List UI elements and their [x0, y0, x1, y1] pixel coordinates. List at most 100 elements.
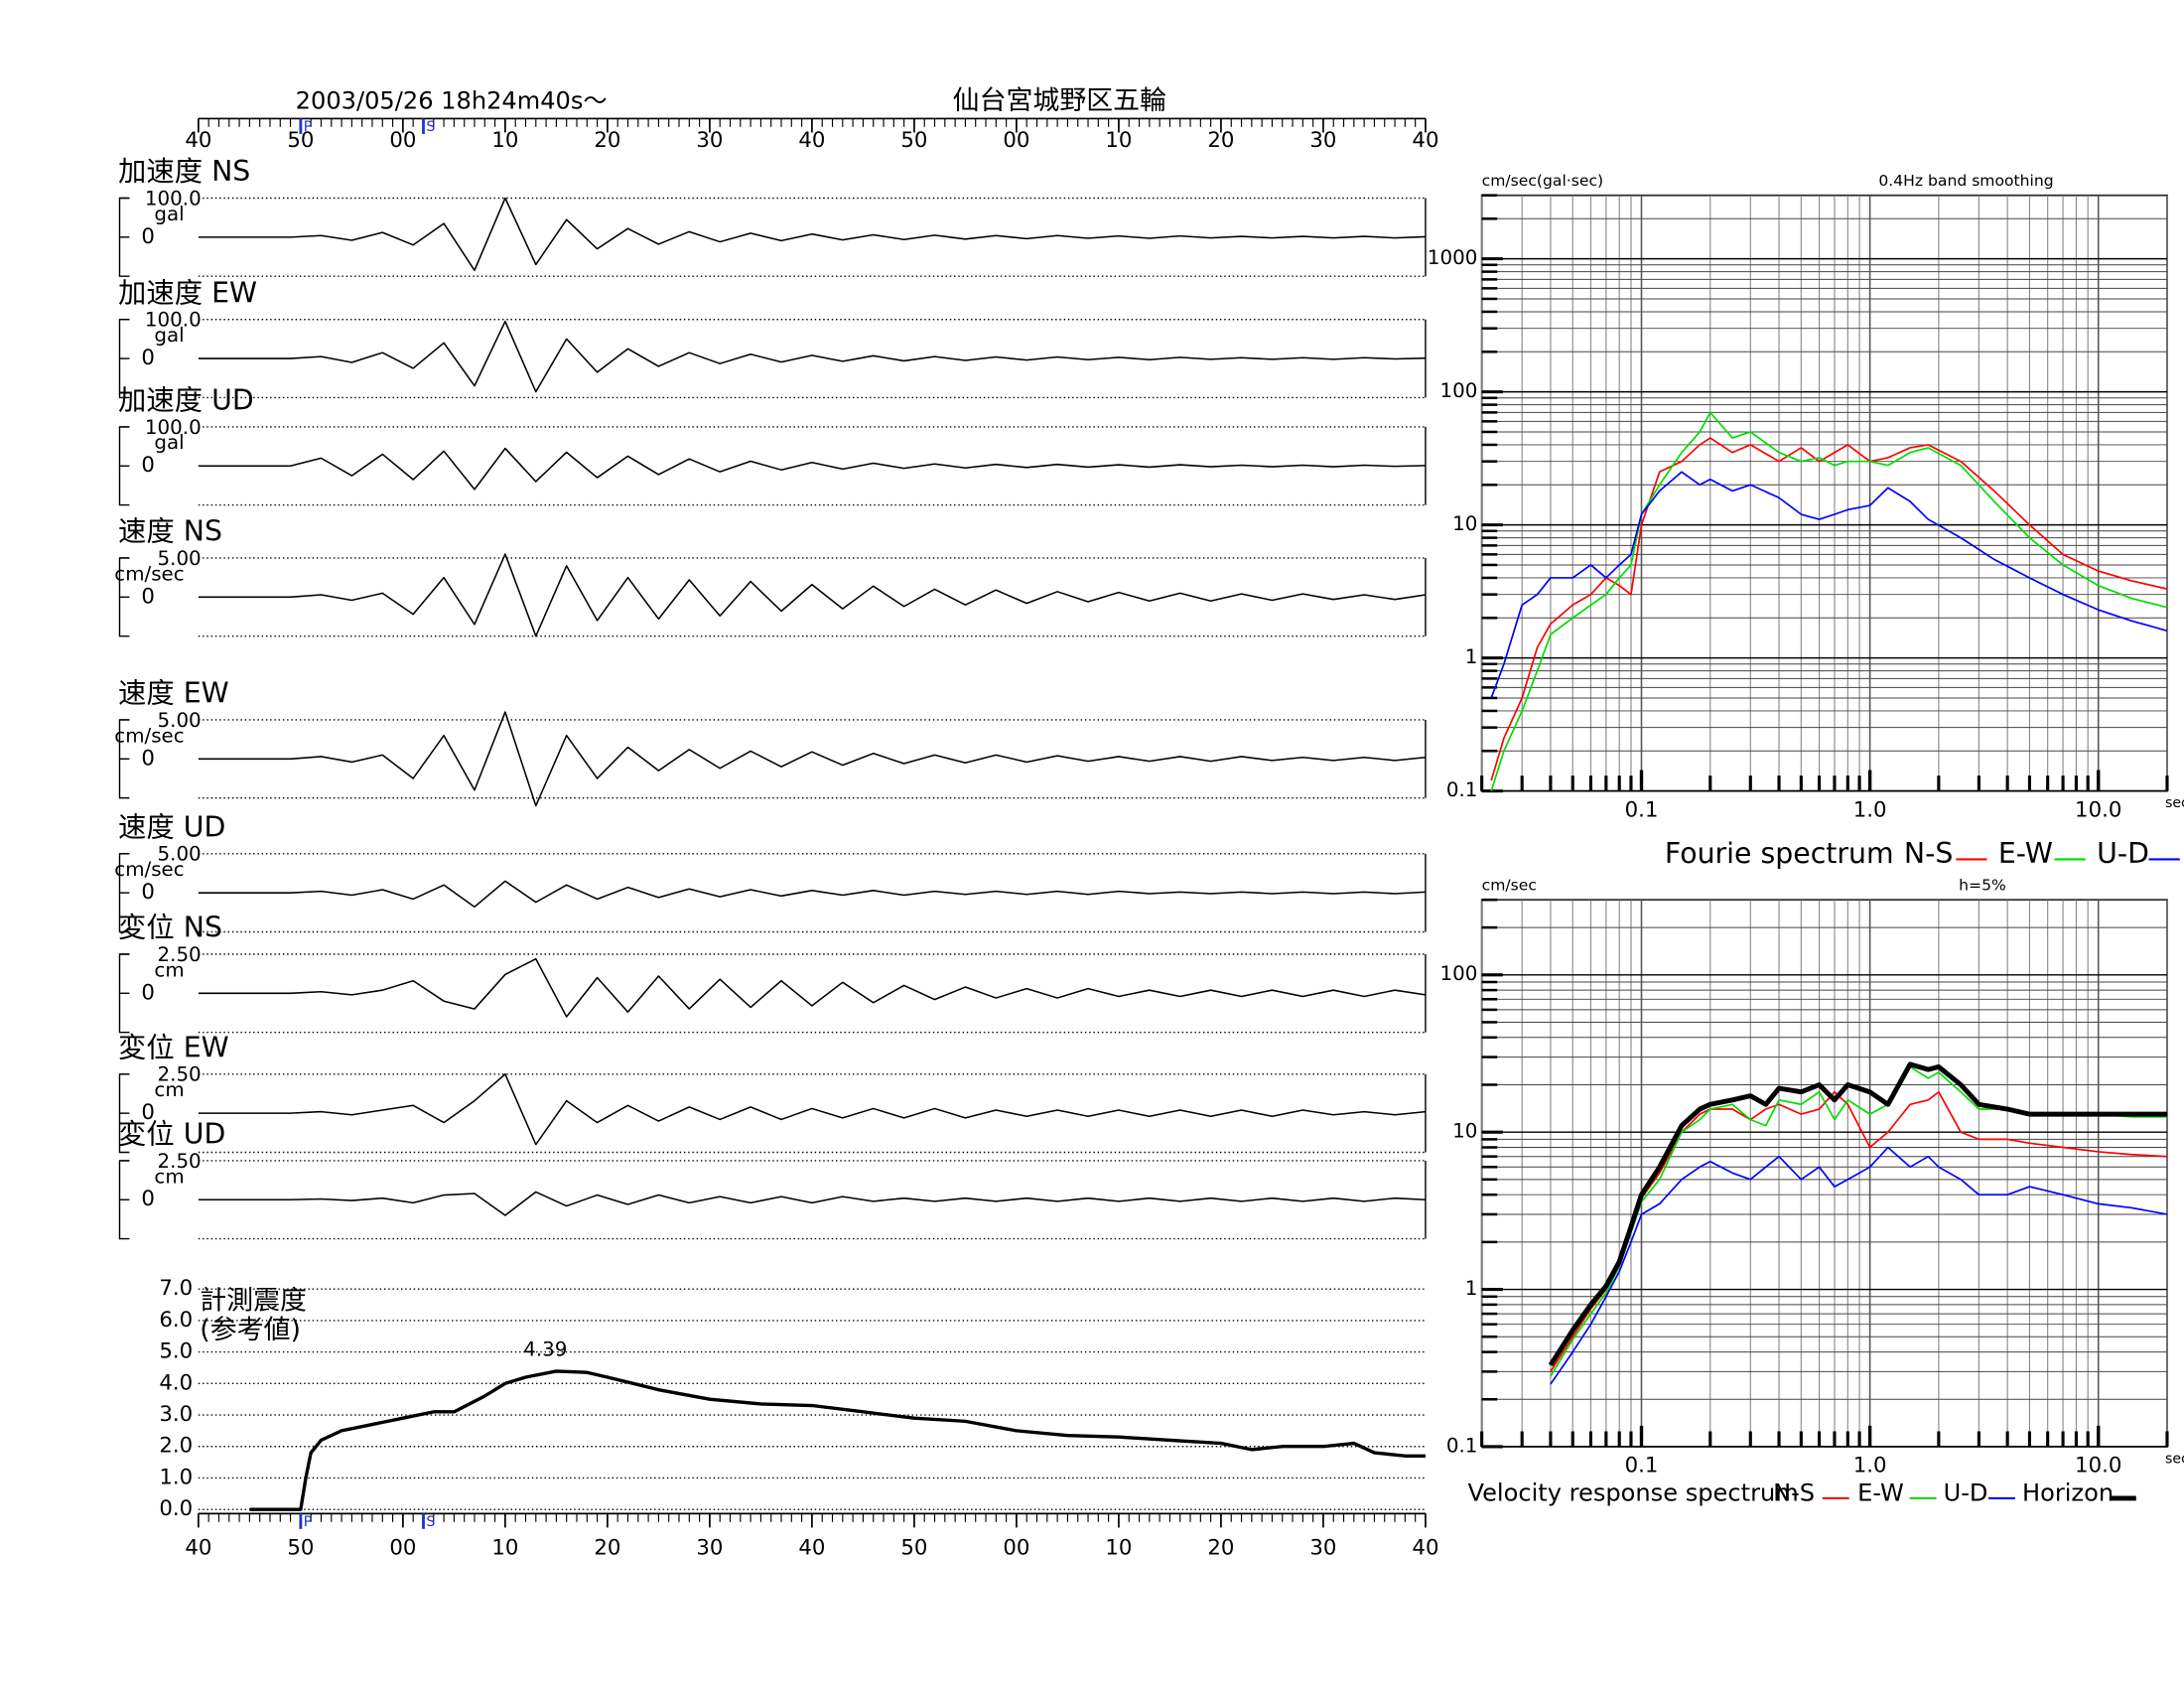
legend-label: U-D — [2097, 837, 2149, 870]
y-tick-label: 0 — [141, 345, 155, 369]
x-tick-label: 10.0 — [2075, 1453, 2121, 1477]
y-axis-label: cm/sec(gal·sec) — [1482, 172, 1603, 190]
x-tick-label: 10 — [1105, 127, 1132, 152]
phase-label: S — [426, 1514, 435, 1530]
x-tick-label: 00 — [1003, 127, 1029, 152]
unit-label: cm/sec — [114, 724, 184, 747]
trace — [198, 197, 1426, 272]
x-tick-label: 30 — [696, 127, 723, 152]
unit-label: cm — [154, 1165, 184, 1188]
x-tick-label: 50 — [287, 1535, 314, 1560]
unit-label: gal — [154, 203, 184, 225]
x-tick-label: 10.0 — [2075, 796, 2121, 821]
x-tick-label: 40 — [798, 127, 825, 152]
x-tick-label: 30 — [1309, 1535, 1336, 1560]
legend-title: Fourie spectrum — [1665, 837, 1894, 870]
y-tick-label: 1000 — [1428, 246, 1477, 269]
y-tick-label: 0 — [141, 583, 155, 608]
x-tick-label: 00 — [1003, 1535, 1029, 1560]
phase-label: P — [304, 119, 313, 135]
legend-title: Velocity response spectrum — [1467, 1479, 1798, 1507]
y-tick-label: 1.0 — [159, 1465, 193, 1489]
trace — [198, 880, 1426, 909]
x-tick-label: 10 — [491, 127, 518, 152]
x-axis-label: sec — [2165, 795, 2184, 811]
x-tick-label: 40 — [185, 127, 211, 152]
x-tick-label: 1.0 — [1853, 796, 1887, 821]
y-tick-label: 2.50 — [158, 943, 202, 966]
legend-label: U-D — [1944, 1479, 1988, 1507]
y-tick-label: 2.50 — [158, 1150, 202, 1173]
spectrum-line — [1550, 1146, 2168, 1385]
trace-name: 加速度 EW — [118, 277, 257, 310]
y-tick-label: 100 — [1440, 379, 1478, 402]
trace-name: 加速度 NS — [118, 155, 250, 188]
x-tick-label: 40 — [185, 1535, 211, 1560]
y-tick-label: 10 — [1452, 1120, 1477, 1143]
y-tick-label: 0 — [141, 879, 155, 904]
trace — [198, 957, 1427, 1018]
trace — [198, 1073, 1427, 1146]
y-tick-label: 5.00 — [158, 547, 202, 570]
y-tick-label: 0.1 — [1446, 778, 1478, 801]
chart-title: 計測震度 — [200, 1285, 307, 1316]
y-tick-label: 100.0 — [145, 309, 202, 332]
y-tick-label: 100.0 — [145, 416, 202, 439]
station: 仙台宮城野区五輪 — [953, 85, 1167, 116]
unit-label: cm/sec — [114, 562, 184, 585]
x-tick-label: 0.1 — [1625, 796, 1659, 821]
y-tick-label: 5.00 — [158, 709, 202, 732]
spectrum-line — [1548, 1061, 2167, 1367]
y-tick-label: 1 — [1465, 645, 1478, 668]
y-tick-label: 2.0 — [159, 1433, 193, 1458]
phase-label: P — [304, 1514, 313, 1530]
x-tick-label: 40 — [798, 1535, 825, 1560]
legend-label: E-W — [1857, 1479, 1904, 1507]
y-axis-label: cm/sec — [1482, 877, 1537, 895]
y-tick-label: 7.0 — [159, 1275, 193, 1300]
x-tick-label: 50 — [900, 127, 927, 152]
x-tick-label: 00 — [389, 127, 416, 152]
datetime: 2003/05/26 18h24m40s〜 — [296, 87, 608, 115]
spectrum-line — [1490, 471, 2168, 699]
x-tick-label: 20 — [594, 1535, 620, 1560]
y-tick-label: 3.0 — [159, 1401, 193, 1426]
plot-frame — [1480, 194, 2168, 792]
y-tick-label: 100.0 — [145, 187, 202, 210]
x-tick-label: 40 — [1412, 1535, 1438, 1560]
x-tick-label: 20 — [594, 127, 620, 152]
x-tick-label: 20 — [1207, 127, 1234, 152]
chart-note: 0.4Hz band smoothing — [1878, 172, 2053, 190]
x-tick-label: 30 — [696, 1535, 723, 1560]
y-tick-label: 0 — [141, 1099, 155, 1124]
peak-label: 4.39 — [523, 1337, 567, 1360]
trace — [198, 320, 1426, 393]
trace-name: 速度 NS — [118, 515, 222, 548]
trace-name: 変位 EW — [118, 1032, 229, 1064]
trace — [198, 711, 1427, 807]
trace — [198, 1191, 1426, 1216]
y-tick-label: 100 — [1440, 962, 1478, 985]
x-tick-label: 20 — [1207, 1535, 1234, 1560]
y-tick-label: 0 — [141, 979, 155, 1004]
y-tick-label: 0 — [141, 223, 155, 248]
y-tick-label: 10 — [1452, 512, 1477, 535]
y-tick-label: 0 — [141, 1186, 155, 1210]
intensity-line — [249, 1369, 1426, 1511]
chart-note: h=5% — [1959, 877, 2006, 895]
legend-label: Horizon — [2022, 1479, 2114, 1507]
y-tick-label: 1 — [1465, 1277, 1478, 1300]
unit-label: cm — [154, 958, 184, 981]
x-tick-label: 1.0 — [1853, 1453, 1887, 1477]
x-tick-label: 00 — [389, 1535, 416, 1560]
unit-label: cm/sec — [114, 858, 184, 881]
x-tick-label: 10 — [491, 1535, 518, 1560]
y-tick-label: 2.50 — [158, 1063, 202, 1086]
legend-label: N-S — [1773, 1479, 1815, 1507]
unit-label: gal — [154, 324, 184, 347]
spectrum-line — [1490, 411, 2168, 791]
y-tick-label: 0 — [141, 745, 155, 770]
y-tick-label: 4.0 — [159, 1369, 193, 1394]
trace-name: 速度 UD — [118, 811, 225, 844]
